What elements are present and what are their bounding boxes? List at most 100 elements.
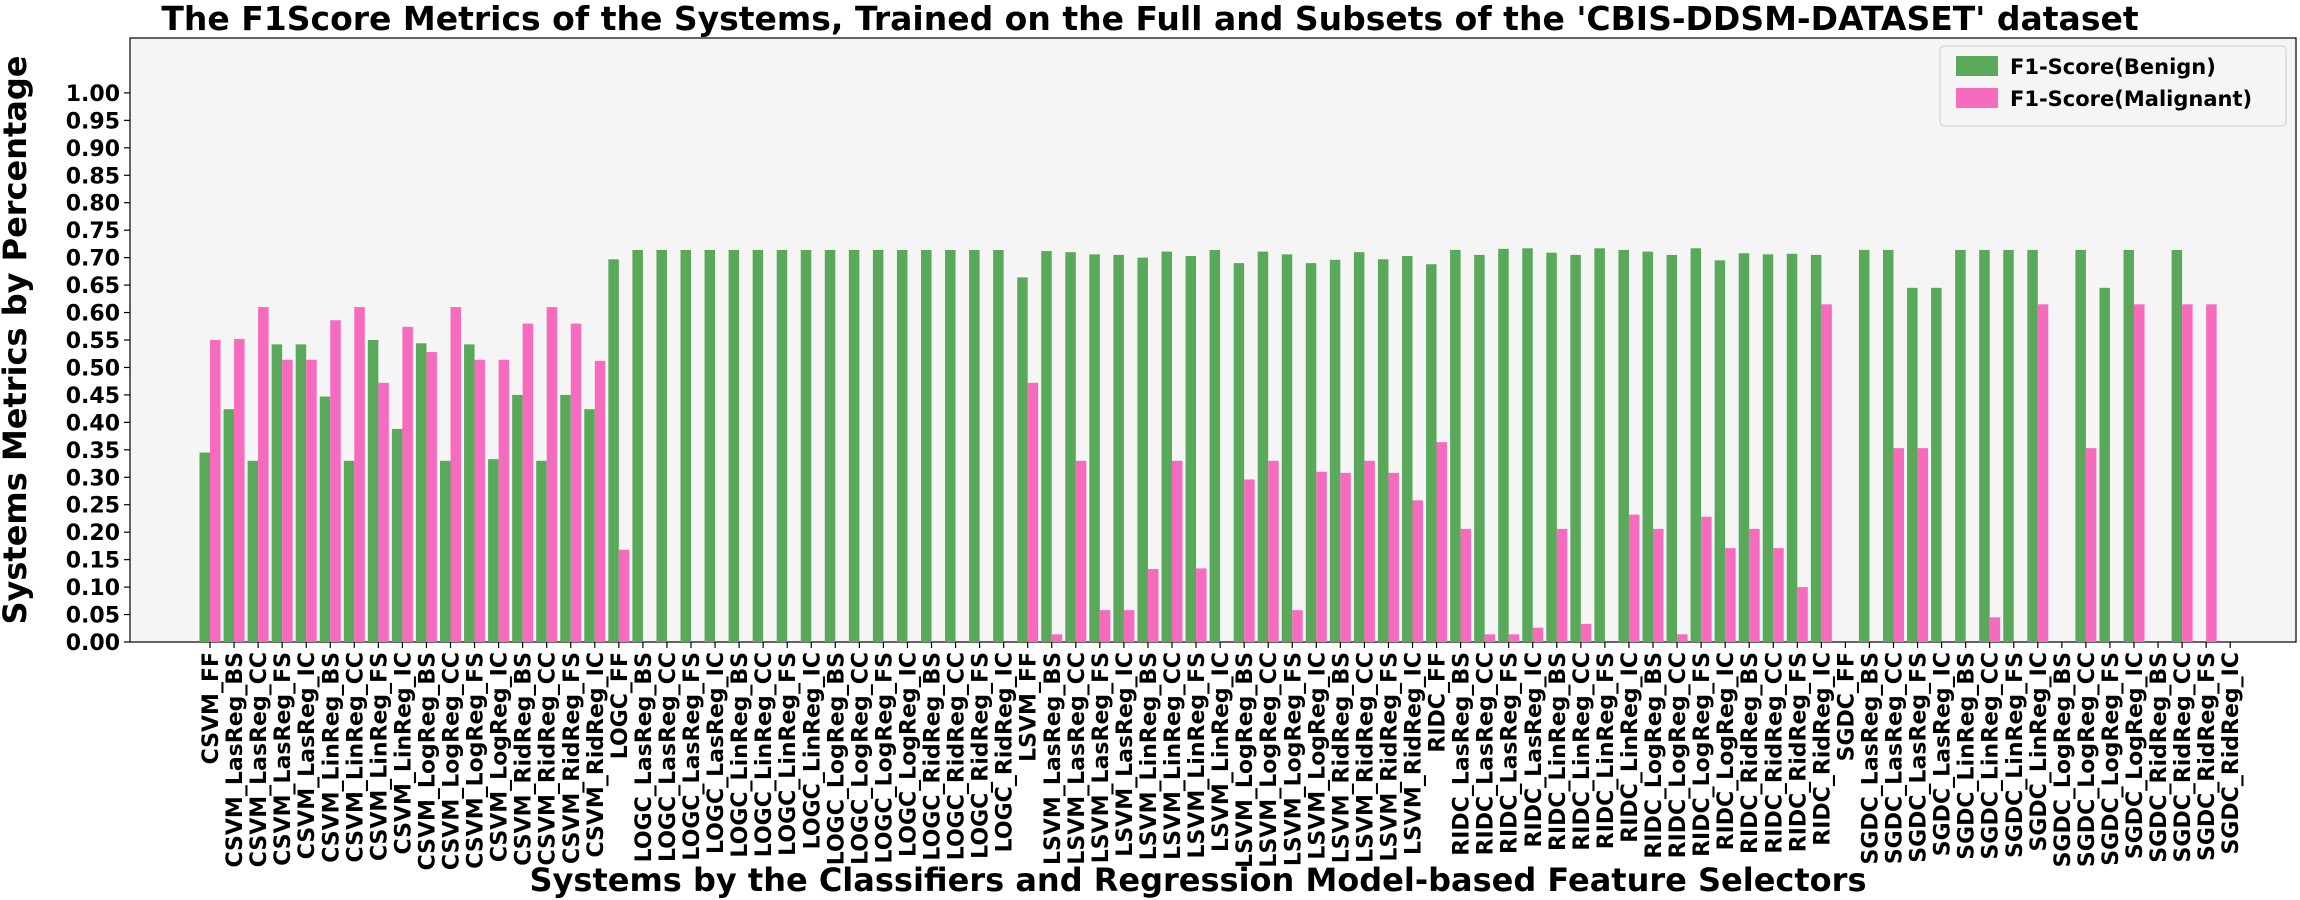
bar-benign-52	[1450, 249, 1461, 642]
x-tick-label-38: LSVM_LasReg_IC	[1113, 652, 1138, 857]
bar-benign-76	[2027, 249, 2038, 642]
bar-malignant-66	[1797, 587, 1808, 642]
x-tick-label-71: SGDC_LasReg_FS	[1907, 652, 1932, 863]
y-tick-label-1: 0.05	[66, 604, 120, 629]
x-tick-label-35: LSVM_LasReg_BS	[1041, 652, 1066, 865]
bar-malignant-47	[1340, 472, 1351, 642]
bar-malignant-6	[354, 307, 365, 642]
bar-benign-54	[1498, 248, 1509, 642]
bar-malignant-71	[1917, 448, 1929, 642]
bar-benign-46	[1305, 263, 1317, 642]
bar-malignant-57	[1580, 623, 1592, 642]
bar-malignant-45	[1292, 610, 1303, 642]
x-tick-label-74: SGDC_LinReg_CC	[1979, 652, 2004, 859]
bar-malignant-82	[2182, 304, 2193, 642]
bar-benign-44	[1257, 251, 1269, 642]
bar-benign-2	[247, 460, 259, 642]
x-tick-label-19: LOGC_LasReg_CC	[656, 652, 681, 862]
x-tick-label-3: CSVM_LasReg_FS	[271, 652, 296, 866]
bar-malignant-60	[1653, 528, 1664, 642]
x-tick-label-49: LSVM_RidReg_FS	[1377, 652, 1402, 862]
x-tick-label-31: LOGC_RidReg_CC	[945, 652, 970, 860]
bar-benign-60	[1642, 251, 1653, 642]
x-tick-label-24: LOGC_LinReg_FS	[776, 652, 801, 856]
x-tick-label-1: CSVM_LasReg_BS	[223, 652, 248, 868]
bar-benign-16	[584, 409, 595, 642]
x-tick-label-9: CSVM_LogReg_BS	[415, 652, 440, 870]
y-tick-label-0: 0.00	[66, 631, 120, 656]
bar-malignant-55	[1532, 627, 1544, 642]
bar-malignant-9	[426, 352, 437, 642]
x-tick-label-73: SGDC_LinReg_BS	[1955, 652, 1980, 860]
x-tick-label-51: RIDC_FF	[1426, 652, 1451, 753]
bar-malignant-36	[1075, 460, 1087, 642]
bar-benign-25	[800, 249, 812, 642]
x-tick-label-44: LSVM_LogReg_CC	[1257, 652, 1282, 868]
bar-malignant-40	[1172, 460, 1183, 642]
y-tick-label-9: 0.45	[66, 384, 120, 409]
bar-benign-35	[1041, 251, 1052, 643]
bar-benign-56	[1546, 252, 1557, 642]
x-tick-label-22: LOGC_LinReg_BS	[728, 652, 753, 858]
bar-malignant-53	[1484, 634, 1496, 642]
x-tick-label-33: LOGC_RidReg_IC	[993, 652, 1018, 852]
x-axis: CSVM_FF CSVM_LasReg_BS CSVM_LasReg_CC CSVM_…	[199, 642, 2244, 870]
bar-malignant-16	[594, 360, 606, 642]
x-tick-label-80: SGDC_LogReg_IC	[2123, 652, 2148, 859]
bar-benign-39	[1137, 257, 1148, 642]
bar-benign-36	[1065, 252, 1076, 642]
bar-benign-32	[969, 249, 980, 642]
bar-malignant-11	[474, 359, 486, 642]
bar-benign-17	[608, 259, 619, 642]
y-tick-label-18: 0.90	[66, 137, 120, 162]
x-tick-label-59: RIDC_LinReg_IC	[1618, 652, 1643, 843]
x-tick-label-20: LOGC_LasReg_FS	[680, 652, 705, 861]
bar-benign-18	[632, 249, 643, 642]
bar-malignant-61	[1677, 634, 1688, 642]
x-tick-label-27: LOGC_LogReg_CC	[848, 652, 873, 865]
x-tick-label-76: SGDC_LinReg_IC	[2027, 652, 2052, 851]
bar-benign-9	[415, 343, 427, 642]
bar-malignant-0	[210, 340, 221, 642]
x-tick-label-65: RIDC_RidReg_CC	[1762, 652, 1787, 854]
bar-malignant-46	[1316, 471, 1327, 642]
bar-benign-50	[1402, 255, 1413, 643]
x-tick-label-41: LSVM_LinReg_FS	[1185, 652, 1210, 859]
bar-malignant-63	[1725, 548, 1736, 642]
x-tick-label-18: LOGC_LasReg_BS	[632, 652, 657, 862]
bar-benign-82	[2171, 249, 2183, 642]
bar-malignant-56	[1556, 528, 1568, 642]
bar-malignant-13	[522, 323, 534, 642]
bar-benign-20	[680, 249, 691, 642]
x-tick-label-21: LOGC_LasReg_IC	[704, 652, 729, 854]
legend-swatch-benign	[1956, 56, 1998, 76]
x-tick-label-43: LSVM_LogReg_BS	[1233, 652, 1258, 868]
bar-malignant-51	[1436, 442, 1448, 642]
bar-benign-15	[560, 394, 571, 642]
bar-malignant-4	[306, 359, 317, 642]
x-tick-label-77: SGDC_LogReg_BS	[2051, 652, 2076, 867]
bar-benign-47	[1329, 259, 1341, 642]
bar-malignant-59	[1628, 514, 1640, 642]
bar-benign-33	[993, 249, 1004, 642]
y-axis: 0.000.05 0.100.15 0.200.25 0.300.35 0.400.45…	[66, 82, 130, 656]
x-tick-label-70: SGDC_LasReg_CC	[1883, 652, 1908, 864]
x-tick-label-5: CSVM_LinReg_BS	[319, 652, 344, 863]
bar-benign-23	[752, 249, 764, 642]
bar-benign-27	[848, 249, 860, 642]
y-tick-label-5: 0.25	[66, 494, 120, 519]
bar-benign-45	[1281, 254, 1293, 642]
bars-group	[199, 248, 2217, 643]
bar-malignant-38	[1123, 610, 1135, 642]
bar-malignant-39	[1147, 568, 1159, 642]
bar-benign-14	[536, 460, 547, 642]
legend-label-malignant: F1-Score(Malignant)	[2010, 87, 2252, 111]
x-tick-label-64: RIDC_RidReg_BS	[1738, 652, 1763, 854]
x-tick-label-30: LOGC_RidReg_BS	[921, 652, 946, 861]
x-tick-label-50: LSVM_RidReg_IC	[1402, 652, 1427, 855]
bar-benign-73	[1955, 249, 1966, 642]
bar-benign-19	[656, 249, 667, 642]
x-tick-label-32: LOGC_RidReg_FS	[969, 652, 994, 859]
y-tick-label-11: 0.55	[66, 329, 120, 354]
bar-malignant-41	[1196, 568, 1207, 642]
